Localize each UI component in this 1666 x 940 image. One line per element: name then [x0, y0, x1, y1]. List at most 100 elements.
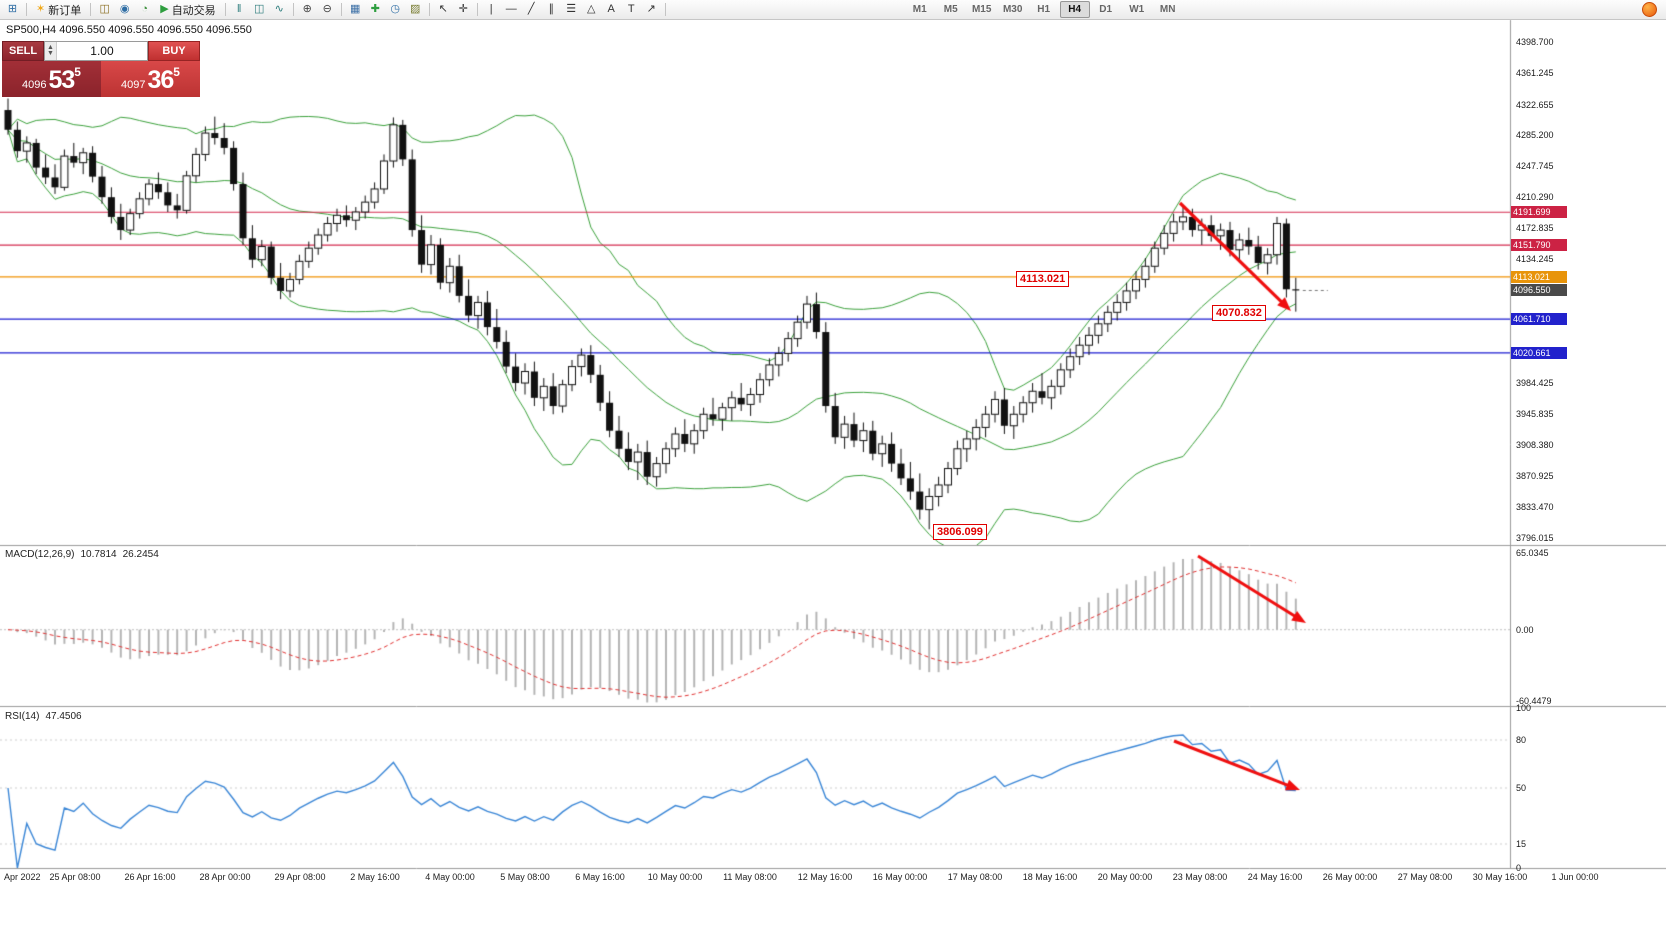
vertical-line-icon: | — [489, 3, 493, 15]
macd-signal-value: 26.2454 — [122, 549, 159, 560]
macd-main-value: 10.7814 — [80, 549, 117, 560]
toolbar-separator — [664, 3, 666, 16]
toolbar-separator — [26, 3, 27, 16]
ask-big-figure: 4097 — [121, 79, 146, 91]
new-order-button[interactable]: ✶ 新订单 — [31, 2, 86, 18]
cursor-icon[interactable]: ↖ — [434, 2, 453, 18]
arrow-object-icon[interactable]: ↗ — [642, 2, 661, 18]
new-order-button-label: 新订单 — [48, 4, 82, 17]
crosshair-icon: ✛ — [458, 3, 468, 15]
timeframe-m1[interactable]: M1 — [912, 4, 927, 15]
market-watch-icon: ◫ — [99, 3, 110, 15]
horizontal-line-icon[interactable]: ― — [502, 2, 521, 18]
bid-big-figure: 4096 — [22, 79, 47, 91]
zoom-in-icon[interactable]: ⊕ — [298, 2, 317, 18]
macd-name: MACD(12,26,9) — [5, 549, 75, 560]
label-icon[interactable]: T — [622, 2, 641, 18]
market-watch-icon[interactable]: ◫ — [95, 2, 114, 18]
candlestick-chart-icon: ◫ — [253, 3, 265, 15]
navigator-icon: ◉ — [119, 3, 130, 15]
rsi-indicator-label: RSI(14) 47.4506 — [5, 711, 88, 722]
templates-icon[interactable]: ▨ — [406, 2, 425, 18]
text-icon: A — [607, 3, 615, 15]
zoom-in-icon: ⊕ — [302, 3, 312, 15]
ask-point: 5 — [173, 65, 180, 79]
channel-icon[interactable]: ∥ — [542, 2, 561, 18]
channel-icon: ∥ — [548, 3, 554, 15]
timeframe-group: M1 M5 M15 M30 H1 H4 D1 W1 MN — [905, 1, 1183, 18]
trendline-icon[interactable]: ╱ — [522, 2, 541, 18]
bid-pips: 53 — [48, 66, 75, 94]
volume-stepper[interactable]: ▲ ▼ — [45, 42, 57, 60]
bar-chart-icon: ‖ — [236, 3, 242, 15]
timeframe-w1[interactable]: W1 — [1129, 4, 1145, 15]
one-click-trading-panel: SELL ▲ ▼ BUY 4096 53 5 4097 36 5 — [2, 41, 200, 97]
candlestick-chart-icon[interactable]: ◫ — [250, 2, 269, 18]
trade-panel-prices: 4096 53 5 4097 36 5 — [2, 61, 200, 97]
notification-icon[interactable] — [1642, 2, 1657, 17]
indicators-icon[interactable]: ✚ — [366, 2, 385, 18]
fibonacci-icon: ☰ — [566, 3, 577, 15]
text-icon[interactable]: A — [602, 2, 621, 18]
new-chart-icon: ⊞ — [7, 3, 18, 15]
indicators-icon: ✚ — [370, 3, 380, 15]
toolbar-separator — [428, 3, 430, 16]
buy-button[interactable]: BUY — [148, 41, 200, 61]
bid-price[interactable]: 4096 53 5 — [2, 61, 101, 97]
line-chart-icon: ∿ — [274, 3, 284, 15]
auto-trading-button[interactable]: ▶ 自动交易 — [155, 2, 220, 18]
toolbar-separator — [90, 3, 92, 16]
toolbar-icon-group: ⊞ ✶ 新订单 ◫ ◉ ◔ ▶ 自动交易 ‖ ◫ ∿ ⊕ ⊖ ▦ ✚ ◷ ▨ ↖ ✛ | ― ╱ ∥ ☰ △ A T ↗ — [3, 2, 669, 18]
fibonacci-icon[interactable]: ☰ — [562, 2, 581, 18]
timeframe-h1[interactable]: H1 — [1037, 4, 1051, 15]
timeframe-m15[interactable]: M15 — [971, 4, 992, 15]
chart-ohlc-header: SP500,H4 4096.550 4096.550 4096.550 4096… — [6, 24, 252, 36]
stepper-up-icon[interactable]: ▲ — [47, 44, 54, 51]
ask-pips: 36 — [147, 66, 174, 94]
timeframe-m30[interactable]: M30 — [1002, 4, 1023, 15]
trade-panel-controls: SELL ▲ ▼ BUY — [2, 41, 200, 61]
rsi-name: RSI(14) — [5, 711, 40, 722]
shapes-icon: △ — [586, 3, 596, 15]
macd-indicator-label: MACD(12,26,9) 10.7814 26.2454 — [5, 549, 165, 560]
price-annotation[interactable]: 4113.021 — [1016, 271, 1070, 287]
terminal-icon[interactable]: ◔ — [135, 2, 154, 18]
templates-icon: ▨ — [409, 3, 421, 15]
ask-price[interactable]: 4097 36 5 — [101, 61, 200, 97]
vertical-line-icon[interactable]: | — [482, 2, 501, 18]
toolbar-separator — [224, 3, 226, 16]
auto-trading-button-label: 自动交易 — [171, 4, 216, 17]
price-annotation[interactable]: 3806.099 — [933, 524, 987, 540]
tile-windows-icon[interactable]: ▦ — [346, 2, 365, 18]
timeframe-m5[interactable]: M5 — [943, 4, 958, 15]
shapes-icon[interactable]: △ — [582, 2, 601, 18]
bar-chart-icon[interactable]: ‖ — [230, 2, 249, 18]
periods-icon: ◷ — [390, 3, 400, 15]
line-chart-icon[interactable]: ∿ — [270, 2, 289, 18]
timeframe-d1[interactable]: D1 — [1099, 4, 1113, 15]
timeframe-h4[interactable]: H4 — [1059, 1, 1090, 18]
label-icon: T — [627, 3, 635, 15]
zoom-out-icon[interactable]: ⊖ — [318, 2, 337, 18]
stepper-down-icon[interactable]: ▼ — [47, 50, 54, 57]
arrow-object-icon: ↗ — [646, 3, 656, 15]
zoom-out-icon: ⊖ — [322, 3, 332, 15]
new-chart-icon[interactable]: ⊞ — [3, 2, 22, 18]
price-annotation[interactable]: 4070.832 — [1212, 305, 1266, 321]
toolbar-separator — [476, 3, 478, 16]
periods-icon[interactable]: ◷ — [386, 2, 405, 18]
rsi-value: 47.4506 — [45, 711, 82, 722]
auto-trading-icon: ▶ — [160, 3, 169, 15]
trendline-icon: ╱ — [527, 3, 535, 15]
terminal-icon: ◔ — [141, 3, 149, 15]
toolbar-separator — [340, 3, 342, 16]
cursor-icon: ↖ — [438, 3, 448, 15]
navigator-icon[interactable]: ◉ — [115, 2, 134, 18]
volume-field[interactable] — [56, 42, 147, 60]
crosshair-icon[interactable]: ✛ — [454, 2, 473, 18]
timeframe-mn[interactable]: MN — [1159, 4, 1176, 15]
new-order-icon: ✶ — [36, 3, 46, 15]
sell-button[interactable]: SELL — [2, 41, 44, 61]
tile-windows-icon: ▦ — [349, 3, 361, 15]
